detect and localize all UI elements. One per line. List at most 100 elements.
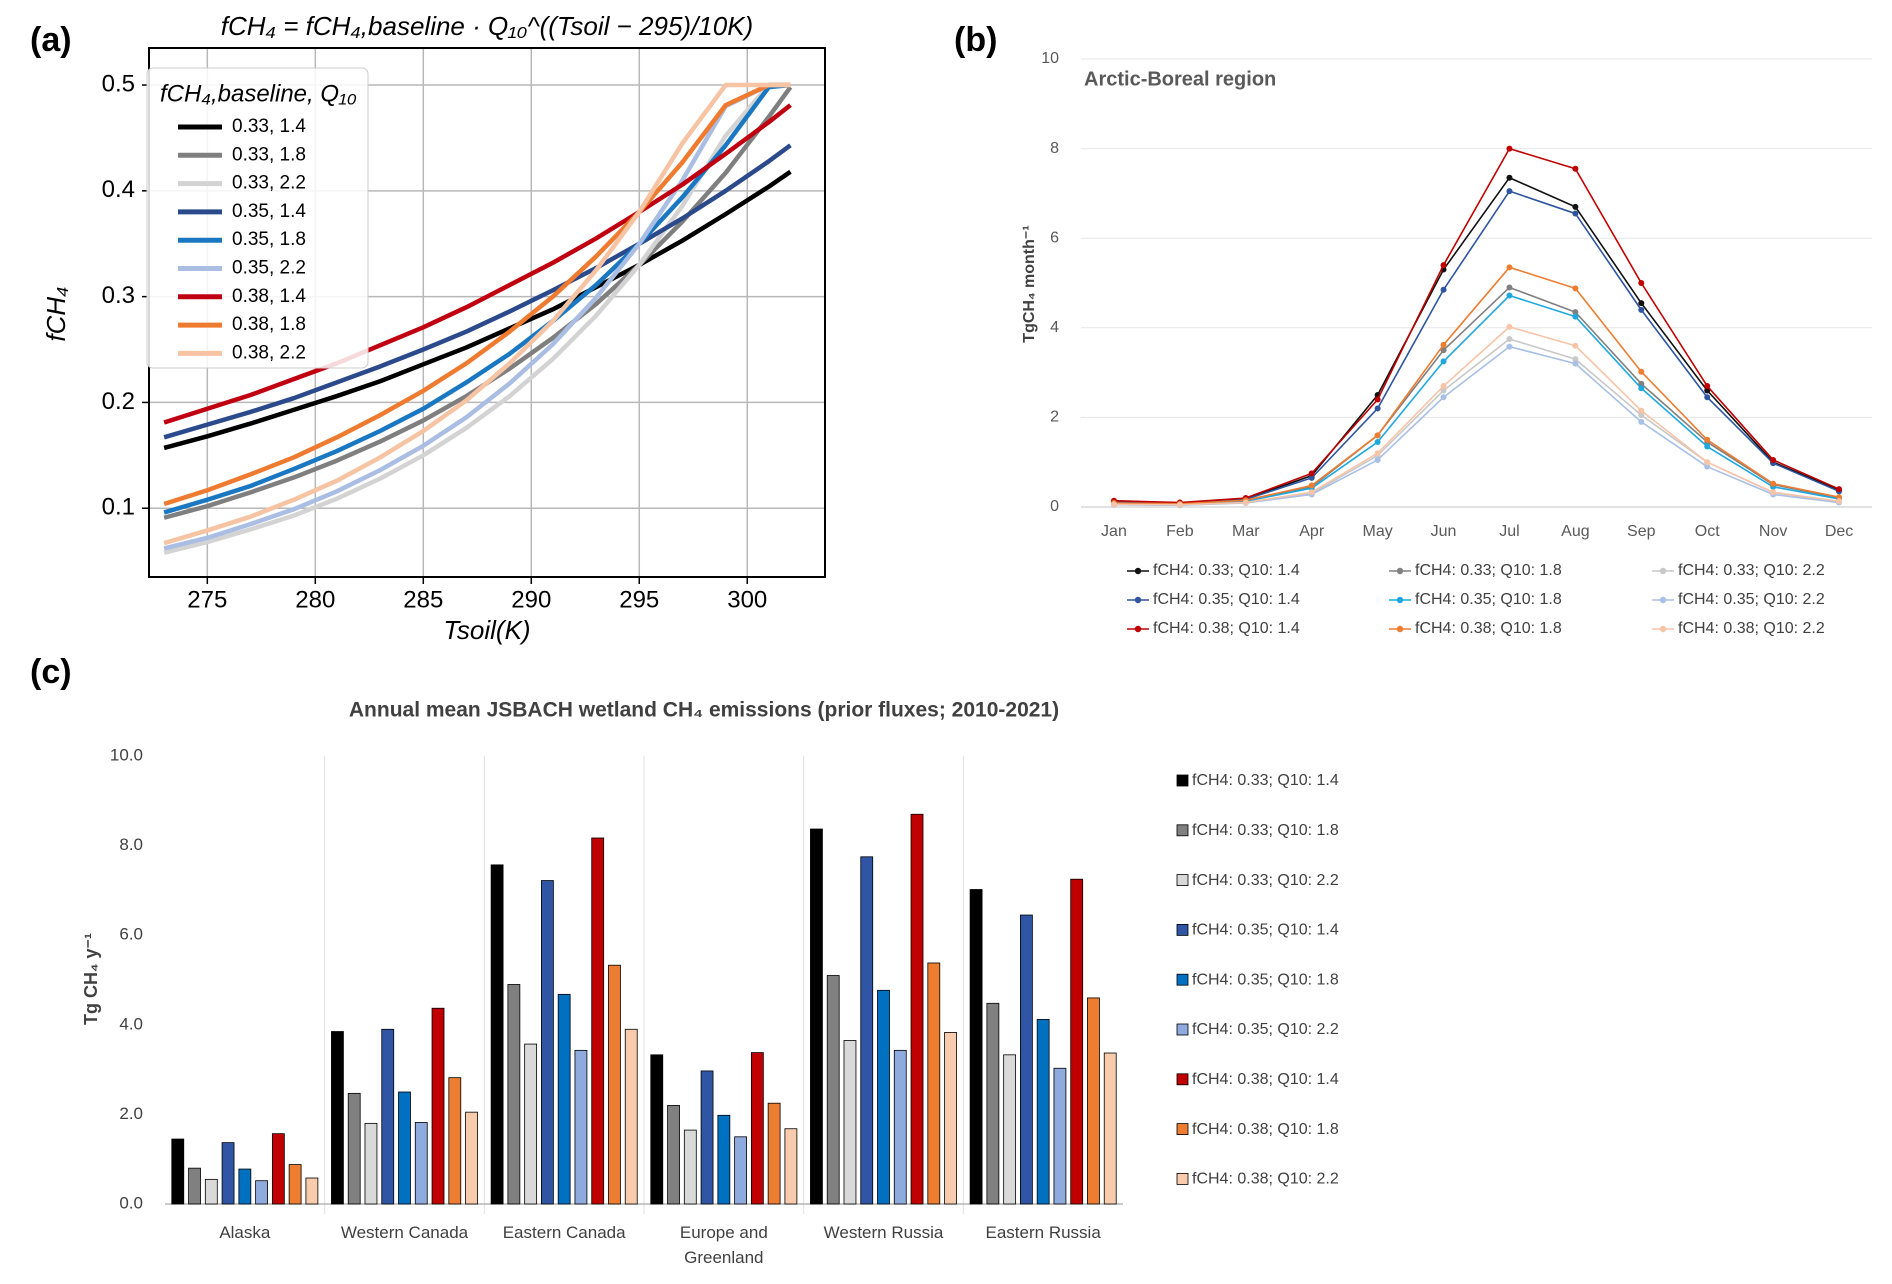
- bar: [877, 989, 890, 1205]
- data-point: [1308, 482, 1315, 489]
- data-point: [1770, 489, 1777, 496]
- data-point: [1836, 486, 1843, 493]
- series-line: [1113, 345, 1840, 507]
- bar: [1020, 914, 1033, 1205]
- legend-label: fCH4: 0.35; Q10: 1.8: [1192, 971, 1339, 988]
- bar: [910, 813, 924, 1205]
- legend-swatch: [1176, 1123, 1189, 1135]
- x-tick-label: Jun: [1431, 523, 1457, 540]
- legend-label: fCH4: 0.38; Q10: 1.4: [1192, 1071, 1339, 1088]
- bar: [431, 1007, 445, 1205]
- y-tick-label: 0.4: [102, 176, 135, 203]
- bar: [683, 1129, 697, 1205]
- bar: [810, 828, 823, 1205]
- bar: [255, 1180, 268, 1205]
- data-point: [1572, 360, 1579, 367]
- panel-label: (a): [30, 21, 72, 59]
- series-line: [1113, 326, 1840, 506]
- bar: [305, 1177, 319, 1205]
- data-point: [1242, 499, 1249, 506]
- x-tick-label: 295: [619, 586, 659, 613]
- bar: [624, 1028, 638, 1205]
- data-point: [1704, 459, 1711, 466]
- legend-swatch: [1176, 1173, 1189, 1185]
- bar: [574, 1049, 588, 1205]
- legend-label: 0.35, 1.4: [232, 201, 306, 222]
- x-tick-label: Europe and Greenland: [679, 1223, 768, 1267]
- panel-label: (c): [30, 653, 72, 691]
- bar: [398, 1091, 411, 1205]
- bar: [1103, 1052, 1117, 1205]
- y-axis-label: TgCH₄ month⁻¹: [1021, 225, 1038, 342]
- legend-label: fCH4: 0.33; Q10: 1.4: [1192, 772, 1339, 789]
- data-point: [1572, 309, 1579, 316]
- bar: [288, 1164, 302, 1205]
- y-axis-label: fCH₄: [41, 286, 71, 341]
- bar: [1087, 997, 1100, 1205]
- series-line: [1113, 294, 1840, 506]
- legend-label: fCH4: 0.35; Q10: 2.2: [1678, 591, 1825, 608]
- series-line: [163, 103, 792, 425]
- y-tick-label: 4: [1050, 319, 1059, 336]
- data-point: [1770, 456, 1777, 463]
- legend-swatch: [1176, 924, 1189, 936]
- data-point: [1572, 342, 1579, 349]
- data-point: [1176, 501, 1183, 508]
- legend-label: fCH4: 0.33; Q10: 2.2: [1192, 872, 1339, 889]
- legend-label: 0.33, 1.4: [232, 116, 306, 137]
- legend-label: fCH4: 0.38; Q10: 1.8: [1415, 620, 1562, 637]
- legend-label: fCH4: 0.38; Q10: 2.2: [1678, 620, 1825, 637]
- data-point: [1440, 394, 1447, 401]
- y-tick-label: 10: [1041, 50, 1059, 67]
- bar: [331, 1031, 344, 1205]
- legend-label: fCH4: 0.35; Q10: 1.4: [1192, 922, 1339, 939]
- data-point: [1506, 292, 1513, 299]
- legend-marker: [1134, 596, 1142, 604]
- series-line: [163, 82, 791, 546]
- bar: [557, 993, 571, 1205]
- series-line: [1113, 286, 1840, 506]
- bar: [591, 837, 605, 1205]
- legend-label: fCH4: 0.33; Q10: 2.2: [1678, 562, 1825, 579]
- bar: [364, 1122, 378, 1205]
- x-axis-label: Tsoil(K): [443, 615, 530, 645]
- series-line: [163, 82, 791, 507]
- y-tick-label: 6: [1050, 229, 1059, 246]
- data-point: [1572, 285, 1579, 292]
- data-point: [1572, 210, 1579, 217]
- data-point: [1638, 306, 1645, 313]
- bar: [490, 864, 504, 1205]
- bar: [221, 1142, 235, 1205]
- data-point: [1506, 343, 1513, 350]
- data-point: [1440, 347, 1447, 354]
- legend-label: 0.33, 2.2: [232, 173, 306, 194]
- x-tick-label: 275: [187, 586, 227, 613]
- legend-label: fCH4: 0.35; Q10: 2.2: [1192, 1021, 1339, 1038]
- legend-swatch: [1176, 874, 1189, 886]
- data-point: [1638, 407, 1645, 414]
- bar: [608, 964, 621, 1205]
- bar: [1003, 1054, 1017, 1205]
- series-line: [1113, 338, 1840, 507]
- x-tick-label: Sep: [1627, 523, 1656, 540]
- y-tick-label: 0.3: [102, 282, 135, 309]
- data-point: [1374, 396, 1381, 403]
- bar: [271, 1133, 285, 1205]
- legend-label: 0.35, 1.8: [232, 229, 306, 250]
- chart-title: Arctic-Boreal region: [1084, 68, 1276, 90]
- x-tick-label: 280: [295, 586, 335, 613]
- y-tick-label: 0.2: [102, 388, 135, 415]
- legend-marker: [1659, 625, 1667, 633]
- x-tick-label: Dec: [1825, 523, 1853, 540]
- x-tick-label: 290: [511, 586, 551, 613]
- bar: [541, 880, 554, 1205]
- x-tick-label: Oct: [1695, 523, 1720, 540]
- y-tick-label: 2.0: [119, 1104, 143, 1123]
- bar: [700, 1070, 714, 1205]
- data-point: [1440, 387, 1447, 394]
- data-point: [1770, 480, 1777, 487]
- x-tick-label: Jul: [1499, 523, 1519, 540]
- legend-marker: [1659, 596, 1667, 604]
- bar: [465, 1111, 478, 1205]
- legend-label: fCH4: 0.38; Q10: 2.2: [1192, 1171, 1339, 1188]
